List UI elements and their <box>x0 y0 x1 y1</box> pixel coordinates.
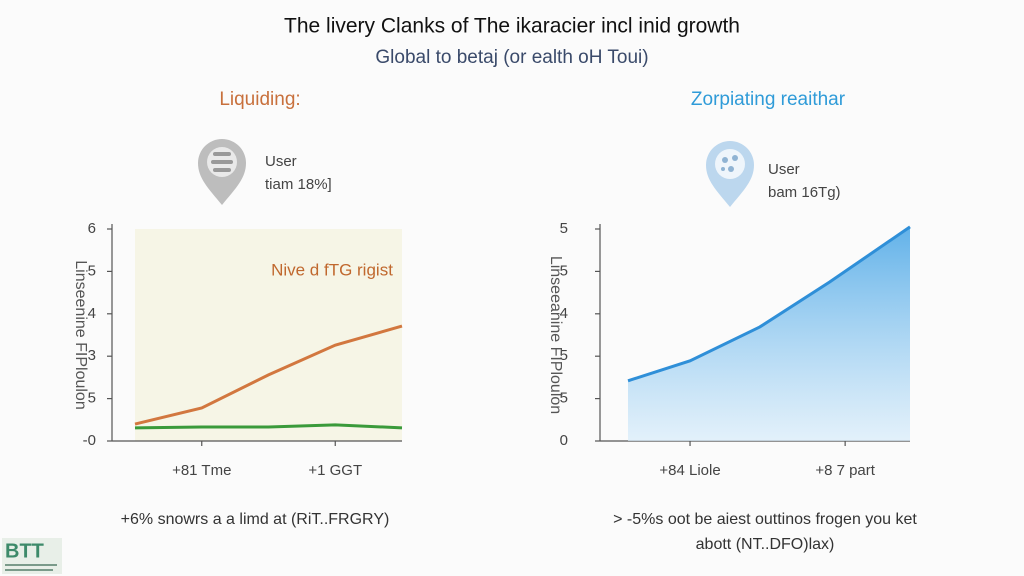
y-tick-label: 5 <box>560 220 568 237</box>
title: The livery Clanks of The ikaracier incl … <box>284 15 740 38</box>
pin-icon <box>706 141 754 207</box>
pin-text: bam 16Tg) <box>768 184 841 201</box>
y-tick-label: 5 <box>88 390 96 407</box>
y-tick-label: 0 <box>560 432 568 449</box>
annotation: Nive d fTG rigist <box>271 260 393 279</box>
x-tick-label: +84 Liole <box>659 462 720 479</box>
y-tick-label: 5 <box>560 347 568 364</box>
chart-heading: Liquiding: <box>219 89 300 110</box>
y-tick-label: 5 <box>560 262 568 279</box>
y-tick-label: 3 <box>88 347 96 364</box>
logo-text: BTT <box>5 540 44 562</box>
data-line <box>627 225 911 383</box>
data-area <box>628 226 910 441</box>
caption: > -5%s oot be aiest outtinos frogen you … <box>613 511 917 528</box>
pin-icon <box>198 139 246 205</box>
caption: abott (NT..DFO)lax) <box>696 536 835 553</box>
y-axis-label: Linseenine FIPloulon <box>72 260 89 409</box>
plot-background <box>135 229 402 441</box>
y-tick-label: 5 <box>88 262 96 279</box>
y-tick-label: 4 <box>560 305 568 322</box>
chart-heading: Zorpiating reaithar <box>691 89 846 110</box>
y-axis-label: Linseeanine FIPloulon <box>547 256 564 414</box>
caption: +6% snowrs a a limd at (RiT..FRGRY) <box>121 511 390 528</box>
data-line <box>134 423 403 430</box>
chart: Liquiding: User tiam 18%] 6 5 4 3 5 -0 +81 Tme +1 … <box>72 89 403 528</box>
data-line <box>134 324 403 426</box>
chart: Zorpiating reaithar User bam 16Tg) 5 5 4 5 5 0 +8… <box>547 89 918 553</box>
x-tick-label: +1 GGT <box>308 462 362 479</box>
subtitle: Global to betaj (or ealth oH Toui) <box>375 47 648 68</box>
y-tick-label: -0 <box>83 432 96 449</box>
pin-title: User <box>265 153 297 170</box>
logo: BTT <box>2 538 62 574</box>
x-tick-label: +8 7 part <box>815 462 875 479</box>
y-tick-label: 6 <box>88 220 96 237</box>
x-tick-label: +81 Tme <box>172 462 231 479</box>
pin-title: User <box>768 161 800 178</box>
pin-text: tiam 18%] <box>265 176 332 193</box>
y-tick-label: 5 <box>560 390 568 407</box>
y-tick-label: 4 <box>88 305 96 322</box>
